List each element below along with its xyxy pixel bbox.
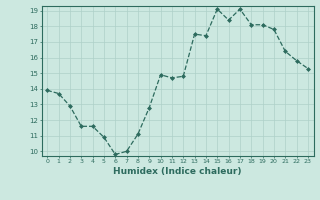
X-axis label: Humidex (Indice chaleur): Humidex (Indice chaleur) bbox=[113, 167, 242, 176]
